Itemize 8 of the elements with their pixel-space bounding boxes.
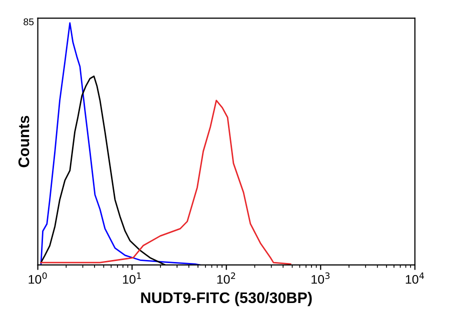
- text: 85: [24, 18, 34, 26]
- x-axis-title: NUDT9-FITC (530/30BP): [141, 292, 312, 306]
- x-tick-label: 10$^{0}$: [28, 272, 47, 284]
- x-tick-label: 10$^{2}$: [217, 272, 236, 284]
- x-tick-label: 10$^{3}$: [312, 272, 330, 284]
- x-tick-label: 10$^{1}$: [123, 272, 141, 284]
- x-tick-label: 10$^{4}$: [406, 272, 424, 284]
- y-axis-title: Counts: [18, 116, 30, 168]
